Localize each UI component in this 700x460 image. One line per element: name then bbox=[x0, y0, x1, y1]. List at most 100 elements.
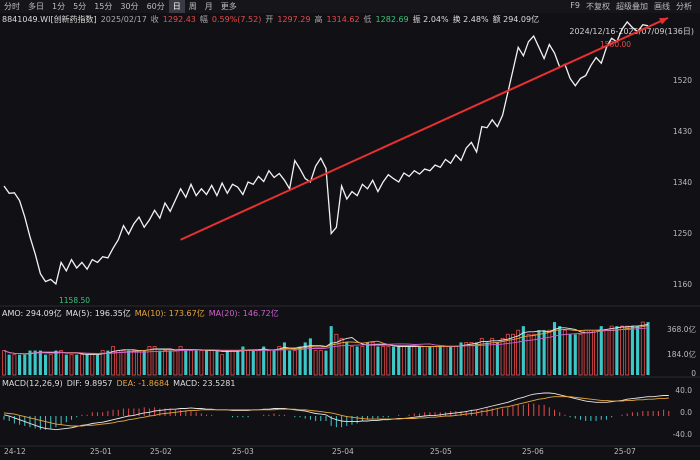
volume-bar bbox=[401, 346, 406, 376]
date-axis-label: 24-12 bbox=[4, 447, 26, 456]
tab-10[interactable]: 更多 bbox=[220, 2, 237, 11]
open-label: 开 bbox=[265, 15, 274, 24]
ma20-value: MA(20): 146.72亿 bbox=[208, 309, 279, 318]
dea-value: DEA: -1.8684 bbox=[116, 379, 170, 388]
volume-bar bbox=[23, 354, 27, 375]
volume-bar bbox=[90, 354, 95, 376]
volume-bar bbox=[568, 334, 572, 375]
volume-bar bbox=[173, 350, 178, 376]
volume-bar bbox=[464, 342, 469, 376]
volume-bar bbox=[625, 325, 630, 376]
price-axis-label: 1250 bbox=[672, 229, 692, 239]
tab-8[interactable]: 周 bbox=[188, 2, 197, 11]
low-value: 1282.69 bbox=[375, 15, 409, 24]
tab-4[interactable]: 15分 bbox=[94, 2, 113, 11]
volume-bar bbox=[604, 329, 609, 376]
volume-bar bbox=[262, 346, 266, 375]
volume-axis-label: 0 bbox=[691, 369, 696, 378]
volume-bar bbox=[485, 342, 489, 375]
volume-bar bbox=[205, 350, 209, 375]
volume-bar bbox=[142, 350, 146, 375]
close-label: 收 bbox=[150, 15, 159, 24]
date-range: 2024/12/16-2025/07/09(136日) bbox=[569, 27, 694, 36]
toolbar-action-2[interactable]: 超级叠加 bbox=[616, 2, 648, 11]
volume-bar bbox=[147, 346, 152, 376]
volume-bar bbox=[85, 354, 89, 375]
macd-dea-line bbox=[3, 396, 669, 427]
volume-bar bbox=[495, 342, 499, 375]
volume-bar bbox=[449, 346, 453, 375]
dif-value: DIF: 9.8957 bbox=[66, 379, 113, 388]
volume-bar bbox=[521, 326, 525, 375]
toolbar-actions: F9 不复权 超级叠加 画线 分析 bbox=[570, 1, 700, 12]
tab-6[interactable]: 60分 bbox=[146, 2, 165, 11]
high-marker: 1580.00 bbox=[600, 40, 632, 49]
volume-bar bbox=[537, 330, 541, 375]
tab-9[interactable]: 月 bbox=[204, 2, 213, 11]
volume-bar bbox=[236, 350, 240, 375]
volume-bar bbox=[308, 338, 312, 375]
macd-legend: MACD(12,26,9) DIF: 9.8957 DEA: -1.8684 M… bbox=[2, 379, 235, 388]
volume-bar bbox=[7, 354, 11, 375]
toolbar-action-1[interactable]: 不复权 bbox=[586, 2, 610, 11]
tab-3[interactable]: 5分 bbox=[73, 2, 87, 11]
volume-bar bbox=[531, 333, 536, 376]
volume-ma5-line bbox=[3, 324, 649, 356]
macd-axis-label: 40.0 bbox=[675, 386, 692, 395]
date-axis-label: 25-04 bbox=[332, 447, 354, 456]
volume-bar bbox=[106, 350, 110, 375]
volume-bar bbox=[334, 333, 339, 376]
volume-bar bbox=[18, 354, 22, 375]
volume-bar bbox=[189, 350, 193, 376]
high-value: 1314.62 bbox=[326, 15, 360, 24]
tab-2[interactable]: 1分 bbox=[52, 2, 66, 11]
ma10-value: MA(10): 173.67亿 bbox=[134, 309, 205, 318]
volume-bar bbox=[381, 346, 386, 376]
volume-bar bbox=[44, 354, 48, 375]
volume-bar bbox=[277, 346, 282, 376]
volume-bar bbox=[131, 350, 136, 376]
volume-bar bbox=[241, 346, 245, 375]
volume-bar bbox=[547, 329, 552, 376]
volume-bar bbox=[152, 346, 157, 376]
volume-bar bbox=[443, 346, 448, 376]
volume-bar bbox=[360, 346, 365, 376]
volume-bar bbox=[121, 350, 126, 376]
volume-bar bbox=[69, 354, 74, 376]
volume-bar bbox=[479, 337, 484, 376]
volume-axis-label: 184.0亿 bbox=[667, 350, 696, 359]
volume-bar bbox=[194, 350, 198, 375]
toolbar-action-0[interactable]: F9 bbox=[570, 1, 580, 10]
price-axis-label: 1160 bbox=[672, 280, 692, 290]
index-code: 8841049.WI[创新药指数] bbox=[2, 15, 97, 24]
volume-bar bbox=[282, 342, 286, 375]
volume-bar bbox=[609, 325, 614, 376]
volume-bar bbox=[490, 337, 495, 376]
date-axis-label: 25-01 bbox=[90, 447, 112, 456]
tab-7[interactable]: 日 bbox=[168, 0, 185, 13]
quote-info-bar: 8841049.WI[创新药指数] 2025/02/17 收 1292.43 幅… bbox=[0, 13, 700, 26]
volume-bar bbox=[516, 329, 521, 376]
close-value: 1292.43 bbox=[162, 15, 196, 24]
volume-bar bbox=[33, 350, 37, 375]
volume-bar bbox=[417, 346, 422, 375]
amo-value: AMO: 294.09亿 bbox=[2, 309, 62, 318]
tab-1[interactable]: 多日 bbox=[28, 2, 44, 11]
volume-bar bbox=[12, 354, 17, 376]
volume-bar bbox=[313, 350, 318, 376]
tab-0[interactable]: 分时 bbox=[4, 2, 20, 11]
toolbar-action-4[interactable]: 分析 bbox=[676, 2, 692, 11]
volume-bar bbox=[350, 346, 354, 376]
tab-5[interactable]: 30分 bbox=[120, 2, 139, 11]
volume-bar bbox=[163, 350, 167, 376]
macd-value: MACD: 23.5281 bbox=[173, 379, 236, 388]
volume-bar bbox=[552, 322, 557, 375]
volume-bar bbox=[542, 330, 546, 375]
date-axis-label: 25-02 bbox=[150, 447, 172, 456]
volume-bar bbox=[422, 346, 427, 376]
volume-bar bbox=[158, 350, 162, 375]
volume-bar bbox=[127, 350, 131, 375]
toolbar-action-3[interactable]: 画线 bbox=[654, 2, 670, 11]
volume-bar bbox=[137, 350, 141, 376]
